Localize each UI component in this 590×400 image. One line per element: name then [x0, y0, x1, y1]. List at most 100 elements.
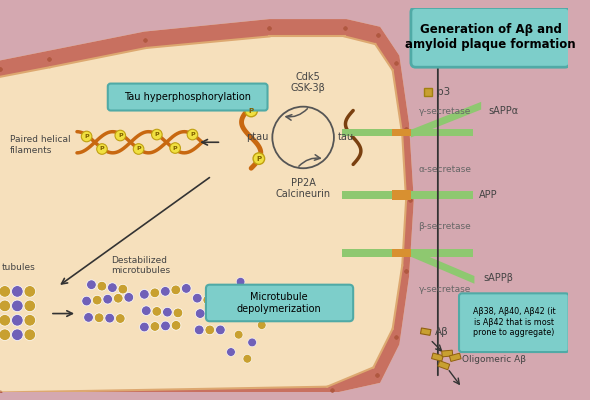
Circle shape	[254, 298, 262, 306]
Text: P: P	[190, 132, 195, 137]
Circle shape	[206, 308, 215, 317]
PathPatch shape	[0, 19, 414, 392]
Circle shape	[139, 290, 149, 299]
Circle shape	[24, 286, 35, 297]
Text: Tau hyperphosphorylation: Tau hyperphosphorylation	[124, 92, 251, 102]
Text: Generation of Aβ and
amyloid plaque formation: Generation of Aβ and amyloid plaque form…	[405, 23, 576, 51]
Bar	[411, 249, 473, 257]
Circle shape	[160, 286, 170, 296]
Bar	[392, 249, 411, 257]
Circle shape	[133, 144, 144, 154]
Circle shape	[217, 306, 226, 316]
Circle shape	[246, 290, 254, 299]
Polygon shape	[411, 249, 474, 284]
Circle shape	[152, 129, 162, 140]
Circle shape	[84, 312, 93, 322]
Text: ptau: ptau	[246, 132, 268, 142]
Text: tau: tau	[337, 132, 354, 142]
Text: Aβ38, Aβ40, Aβ42 (it
is Aβ42 that is most
prone to aggregate): Aβ38, Aβ40, Aβ42 (it is Aβ42 that is mos…	[473, 307, 555, 337]
Text: P: P	[248, 108, 254, 114]
FancyBboxPatch shape	[108, 84, 267, 110]
Circle shape	[195, 309, 205, 318]
Text: Microtubule
depolymerization: Microtubule depolymerization	[237, 292, 322, 314]
Bar	[411, 191, 473, 199]
Circle shape	[248, 338, 257, 347]
Circle shape	[205, 325, 215, 335]
Text: P: P	[173, 146, 178, 150]
Text: γ-secretase: γ-secretase	[418, 107, 471, 116]
PathPatch shape	[0, 25, 406, 390]
Circle shape	[257, 321, 266, 330]
Circle shape	[150, 288, 160, 298]
Bar	[442, 350, 453, 357]
Circle shape	[94, 313, 104, 322]
Circle shape	[139, 322, 149, 332]
Text: P: P	[100, 146, 104, 152]
Circle shape	[187, 129, 198, 140]
Circle shape	[24, 314, 35, 326]
Circle shape	[24, 329, 35, 340]
Circle shape	[113, 294, 123, 303]
Circle shape	[253, 153, 265, 164]
Circle shape	[194, 325, 204, 335]
Text: tubules: tubules	[2, 263, 35, 272]
Circle shape	[12, 314, 23, 326]
Text: α-secretase: α-secretase	[418, 165, 471, 174]
Bar	[342, 191, 395, 199]
Circle shape	[0, 314, 11, 326]
Circle shape	[171, 285, 181, 295]
Circle shape	[24, 300, 35, 312]
Circle shape	[12, 300, 23, 312]
Circle shape	[227, 306, 237, 315]
Text: Aβ: Aβ	[435, 327, 449, 337]
Polygon shape	[411, 102, 481, 138]
Circle shape	[160, 321, 171, 331]
Circle shape	[245, 104, 257, 117]
Circle shape	[116, 314, 125, 323]
Text: PP2A
Calcineurin: PP2A Calcineurin	[276, 178, 330, 200]
Circle shape	[12, 286, 23, 297]
Bar	[431, 353, 443, 361]
Circle shape	[224, 299, 234, 308]
Circle shape	[173, 308, 183, 318]
Text: p3: p3	[437, 87, 450, 97]
Circle shape	[241, 311, 250, 320]
Text: β-secretase: β-secretase	[418, 222, 471, 232]
FancyBboxPatch shape	[206, 285, 353, 321]
Circle shape	[0, 329, 11, 340]
Text: P: P	[155, 132, 159, 137]
Circle shape	[0, 286, 11, 297]
FancyBboxPatch shape	[459, 293, 569, 352]
Circle shape	[0, 300, 11, 312]
Circle shape	[81, 131, 92, 142]
Circle shape	[171, 320, 181, 330]
Bar	[342, 249, 395, 257]
Circle shape	[107, 283, 117, 292]
Circle shape	[203, 295, 212, 305]
Circle shape	[214, 297, 223, 307]
Circle shape	[234, 330, 243, 339]
Text: Oligomeric Aβ: Oligomeric Aβ	[462, 355, 526, 364]
Text: sAPPβ: sAPPβ	[483, 273, 513, 283]
Circle shape	[231, 304, 240, 312]
Circle shape	[227, 348, 235, 356]
Circle shape	[182, 284, 191, 293]
Bar	[438, 361, 450, 370]
Text: γ-secretase: γ-secretase	[418, 285, 471, 294]
Bar	[421, 328, 431, 335]
Text: Cdk5
GSK-3β: Cdk5 GSK-3β	[290, 72, 325, 93]
Circle shape	[105, 313, 114, 323]
Bar	[392, 190, 411, 200]
Bar	[392, 129, 411, 136]
Circle shape	[93, 295, 102, 305]
Circle shape	[170, 143, 181, 153]
Circle shape	[124, 292, 133, 302]
Bar	[411, 129, 473, 136]
Polygon shape	[0, 19, 414, 392]
Bar	[450, 353, 461, 362]
Text: APP: APP	[479, 190, 498, 200]
Text: P: P	[118, 133, 123, 138]
Text: P: P	[84, 134, 89, 139]
Circle shape	[103, 294, 113, 304]
Circle shape	[142, 306, 151, 316]
